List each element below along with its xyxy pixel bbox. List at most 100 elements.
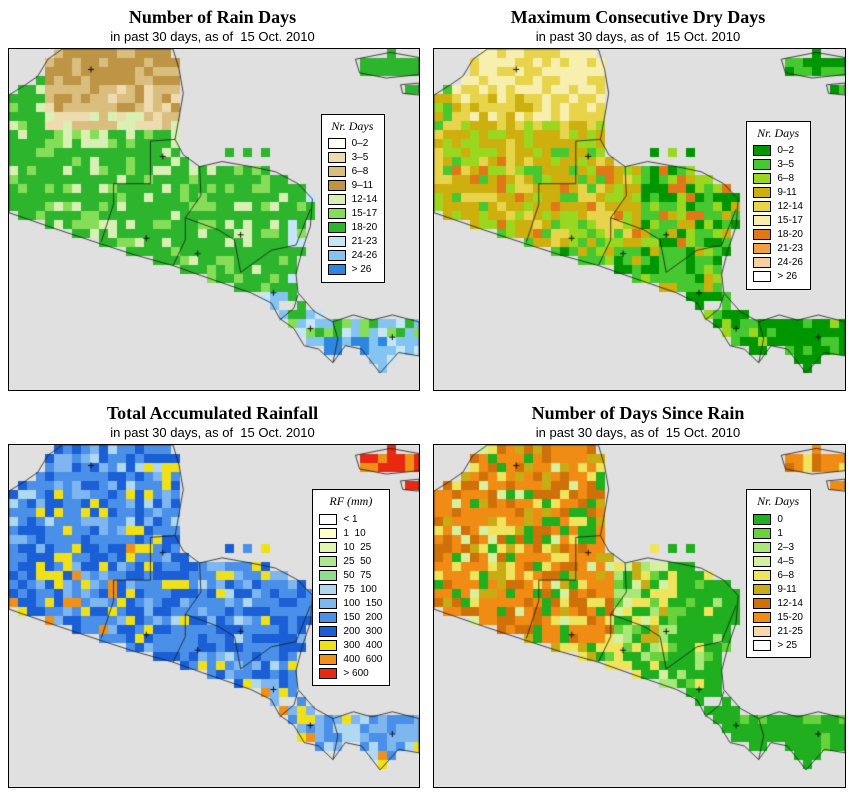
legend-row: 300 400 bbox=[319, 638, 382, 652]
legend-swatch bbox=[753, 625, 772, 637]
legend-swatch bbox=[327, 138, 346, 150]
legend-swatch bbox=[753, 271, 772, 283]
legend-swatch bbox=[319, 555, 338, 567]
legend-label: 15-17 bbox=[777, 215, 803, 227]
legend-row: 0 bbox=[753, 512, 803, 526]
legend-label: 3–5 bbox=[351, 152, 369, 164]
legend-row: 150 200 bbox=[319, 610, 382, 624]
legend-row: 12-14 bbox=[753, 596, 803, 610]
legend-row: 400 600 bbox=[319, 652, 382, 666]
legend-days-since-rain: Nr. Days 0 1 2–3 4–5 6–8 9-11 12-14 15-20 21-25 >… bbox=[746, 489, 811, 659]
legend-label: 4–5 bbox=[777, 555, 795, 567]
legend-row: 12-14 bbox=[327, 193, 378, 207]
legend-row: 12-14 bbox=[753, 200, 803, 214]
panel-subtitle: in past 30 days, as of 15 Oct. 2010 bbox=[110, 425, 315, 440]
legend-swatch bbox=[327, 208, 346, 220]
legend-row: > 26 bbox=[327, 263, 378, 277]
legend-row: 18-20 bbox=[327, 221, 378, 235]
legend-title: Nr. Days bbox=[331, 118, 374, 133]
legend-swatch bbox=[319, 583, 338, 595]
legend-label: 1 bbox=[777, 527, 783, 539]
legend-dry-days: Nr. Days 0–2 3–5 6–8 9-11 12-14 15-17 18-20 21-… bbox=[746, 120, 811, 290]
legend-swatch bbox=[327, 236, 346, 248]
legend-title: Nr. Days bbox=[757, 494, 800, 509]
legend-rows: 0–2 3–5 6–8 9-11 12-14 15-17 18-20 21-23 24-26 > … bbox=[753, 144, 803, 284]
panel-rain-days: Number of Rain Days in past 30 days, as … bbox=[0, 0, 425, 396]
legend-label: 6–8 bbox=[777, 569, 795, 581]
legend-swatch bbox=[319, 541, 338, 553]
legend-label: 0–2 bbox=[351, 138, 369, 150]
legend-label: 12-14 bbox=[777, 201, 803, 213]
legend-swatch bbox=[753, 201, 772, 213]
legend-row: > 600 bbox=[319, 666, 382, 680]
legend-row: 18-20 bbox=[753, 228, 803, 242]
panel-rainfall: Total Accumulated Rainfall in past 30 da… bbox=[0, 396, 425, 793]
legend-label: > 26 bbox=[777, 271, 798, 283]
legend-swatch bbox=[319, 527, 338, 539]
legend-label: 12-14 bbox=[777, 597, 803, 609]
map-area-days-since-rain: Nr. Days 0 1 2–3 4–5 6–8 9-11 12-14 15-20 21-25 >… bbox=[433, 444, 846, 788]
legend-row: 6–8 bbox=[753, 172, 803, 186]
legend-swatch bbox=[753, 611, 772, 623]
legend-label: 24-26 bbox=[351, 250, 378, 262]
legend-label: 12-14 bbox=[351, 194, 378, 206]
legend-swatch bbox=[319, 597, 338, 609]
legend-swatch bbox=[327, 180, 346, 192]
legend-label: 9-11 bbox=[777, 583, 797, 595]
legend-swatch bbox=[753, 513, 772, 525]
legend-label: 10 25 bbox=[343, 541, 372, 553]
legend-label: 150 200 bbox=[343, 611, 383, 623]
legend-label: 300 400 bbox=[343, 639, 383, 651]
panel-subtitle: in past 30 days, as of 15 Oct. 2010 bbox=[535, 425, 741, 440]
legend-swatch bbox=[753, 555, 772, 567]
legend-row: > 26 bbox=[753, 270, 803, 284]
legend-row: 21-23 bbox=[753, 242, 803, 256]
legend-label: 9–11 bbox=[351, 180, 374, 192]
legend-row: 15-20 bbox=[753, 610, 803, 624]
panel-days-since-rain: Number of Days Since Rain in past 30 day… bbox=[425, 396, 851, 793]
legend-rows: 0–2 3–5 6–8 9–11 12-14 15-17 18-20 21-23 24-26 > … bbox=[327, 137, 378, 277]
legend-row: 4–5 bbox=[753, 554, 803, 568]
legend-row: 3–5 bbox=[753, 158, 803, 172]
legend-label: > 25 bbox=[777, 639, 798, 651]
panel-title: Number of Rain Days bbox=[128, 7, 297, 27]
legend-label: 6–8 bbox=[351, 166, 369, 178]
legend-label: 0–2 bbox=[777, 145, 795, 157]
legend-row: 200 300 bbox=[319, 624, 382, 638]
legend-swatch bbox=[327, 166, 346, 178]
legend-row: 24-26 bbox=[753, 256, 803, 270]
legend-label: 21-25 bbox=[777, 625, 803, 637]
legend-row: 100 150 bbox=[319, 596, 382, 610]
legend-label: 18-20 bbox=[351, 222, 378, 234]
legend-swatch bbox=[753, 541, 772, 553]
legend-label: 2–3 bbox=[777, 541, 795, 553]
panel-title: Total Accumulated Rainfall bbox=[106, 403, 319, 423]
legend-row: 3–5 bbox=[327, 151, 378, 165]
legend-row: 0–2 bbox=[327, 137, 378, 151]
legend-swatch bbox=[327, 250, 346, 262]
legend-rows: < 1 1 10 10 25 25 50 50 75 75 100 100 150 150 2… bbox=[319, 512, 382, 680]
legend-swatch bbox=[753, 597, 772, 609]
panel-dry-days: Maximum Consecutive Dry Days in past 30 … bbox=[425, 0, 851, 396]
legend-swatch bbox=[753, 145, 772, 157]
legend-swatch bbox=[753, 527, 772, 539]
legend-label: 24-26 bbox=[777, 257, 803, 269]
legend-row: 0–2 bbox=[753, 144, 803, 158]
legend-rows: 0 1 2–3 4–5 6–8 9-11 12-14 15-20 21-25 > 25 bbox=[753, 512, 803, 652]
legend-row: 15-17 bbox=[327, 207, 377, 221]
legend-swatch bbox=[753, 243, 772, 255]
legend-label: 15-20 bbox=[777, 611, 803, 623]
legend-row: > 25 bbox=[753, 638, 803, 652]
legend-label: 100 150 bbox=[343, 597, 383, 609]
legend-swatch bbox=[753, 639, 772, 651]
legend-swatch bbox=[327, 152, 346, 164]
legend-swatch bbox=[319, 513, 338, 525]
legend-rain-days: Nr. Days 0–2 3–5 6–8 9–11 12-14 15-17 18-20 21-… bbox=[320, 113, 386, 283]
legend-row: 15-17 bbox=[753, 214, 803, 228]
legend-label: 400 600 bbox=[343, 653, 383, 665]
legend-label: 18-20 bbox=[777, 229, 803, 241]
legend-label: 75 100 bbox=[343, 583, 377, 595]
legend-row: 9-11 bbox=[753, 582, 803, 596]
legend-row: 10 25 bbox=[319, 540, 382, 554]
